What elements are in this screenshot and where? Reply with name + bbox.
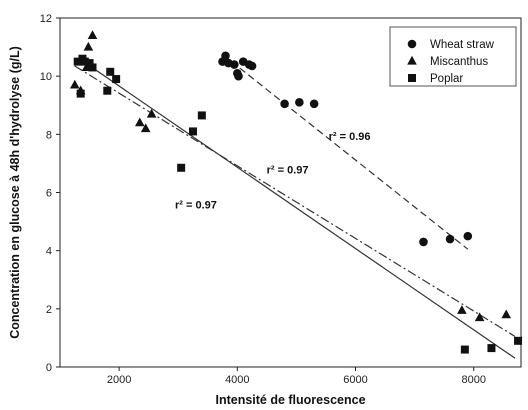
legend-label-wheat-straw: Wheat straw bbox=[430, 39, 495, 51]
data-points bbox=[69, 30, 523, 354]
data-point-poplar bbox=[88, 63, 97, 72]
fit-lines bbox=[74, 53, 516, 359]
data-point-miscanthus bbox=[474, 312, 485, 322]
data-point-poplar bbox=[80, 57, 89, 66]
data-point-poplar bbox=[112, 75, 121, 84]
legend-marker-miscanthus bbox=[407, 55, 417, 65]
legend-marker-wheat-straw bbox=[407, 39, 417, 49]
fit-line-wheat-straw bbox=[222, 53, 469, 250]
data-point-poplar bbox=[85, 59, 94, 68]
data-point-miscanthus bbox=[457, 305, 467, 314]
annotations: r² = 0.96 r² = 0.97 r² = 0.97 bbox=[175, 131, 371, 211]
data-point-poplar bbox=[514, 336, 523, 345]
series-poplar bbox=[73, 54, 523, 354]
data-point-poplar bbox=[106, 67, 115, 76]
data-point-miscanthus bbox=[140, 123, 151, 133]
axes: 2000 4000 6000 8000 0 2 4 6 8 10 12 bbox=[40, 13, 486, 386]
legend-label-poplar: Poplar bbox=[430, 73, 463, 85]
y-tick-label: 12 bbox=[40, 13, 52, 25]
data-point-wheat-straw bbox=[234, 71, 243, 81]
fit-line-miscanthus bbox=[74, 65, 516, 337]
fit-line-poplar bbox=[83, 61, 516, 359]
data-point-miscanthus bbox=[134, 117, 145, 127]
data-point-miscanthus bbox=[87, 30, 98, 40]
data-point-poplar bbox=[197, 111, 206, 120]
data-point-poplar bbox=[76, 89, 85, 98]
x-axis-title: Intensité de fluorescence bbox=[215, 393, 365, 407]
data-point-miscanthus bbox=[146, 108, 157, 118]
data-point-wheat-straw bbox=[295, 98, 304, 107]
r-squared-label: r² = 0.97 bbox=[175, 199, 217, 211]
y-axis-title: Concentration en glucose à 48h d'hydroly… bbox=[8, 46, 22, 339]
data-point-wheat-straw bbox=[445, 234, 455, 244]
x-tick-label: 6000 bbox=[343, 374, 367, 386]
y-tick-label: 4 bbox=[46, 246, 52, 258]
data-point-poplar bbox=[73, 57, 82, 66]
y-tick-label: 2 bbox=[46, 304, 52, 316]
y-tick-label: 8 bbox=[46, 129, 52, 141]
legend: Wheat straw Miscanthus Poplar bbox=[389, 26, 517, 87]
data-point-wheat-straw bbox=[230, 60, 239, 69]
data-point-wheat-straw bbox=[221, 51, 230, 61]
legend-label-miscanthus: Miscanthus bbox=[430, 56, 488, 68]
x-tick-label: 4000 bbox=[225, 374, 249, 386]
data-point-miscanthus bbox=[69, 79, 80, 89]
r-squared-label: r² = 0.96 bbox=[329, 131, 371, 143]
data-point-poplar bbox=[460, 345, 469, 354]
x-tick-label: 8000 bbox=[461, 374, 485, 386]
r-squared-label: r² = 0.97 bbox=[267, 165, 309, 177]
data-point-miscanthus bbox=[501, 309, 512, 319]
data-point-wheat-straw bbox=[309, 99, 319, 109]
data-point-wheat-straw bbox=[247, 61, 257, 71]
data-point-poplar bbox=[188, 127, 197, 136]
data-point-poplar bbox=[103, 86, 112, 95]
series-wheat-straw bbox=[218, 51, 473, 247]
y-tick-label: 6 bbox=[46, 188, 52, 200]
legend-marker-poplar bbox=[408, 74, 416, 82]
data-point-poplar bbox=[177, 163, 186, 172]
y-tick-label: 0 bbox=[46, 362, 52, 374]
data-point-miscanthus bbox=[83, 41, 94, 51]
data-point-wheat-straw bbox=[280, 99, 289, 109]
y-tick-label: 10 bbox=[40, 71, 52, 83]
data-point-poplar bbox=[487, 344, 496, 353]
data-point-wheat-straw bbox=[463, 231, 473, 241]
x-tick-label: 2000 bbox=[107, 374, 131, 386]
data-point-wheat-straw bbox=[419, 237, 428, 247]
